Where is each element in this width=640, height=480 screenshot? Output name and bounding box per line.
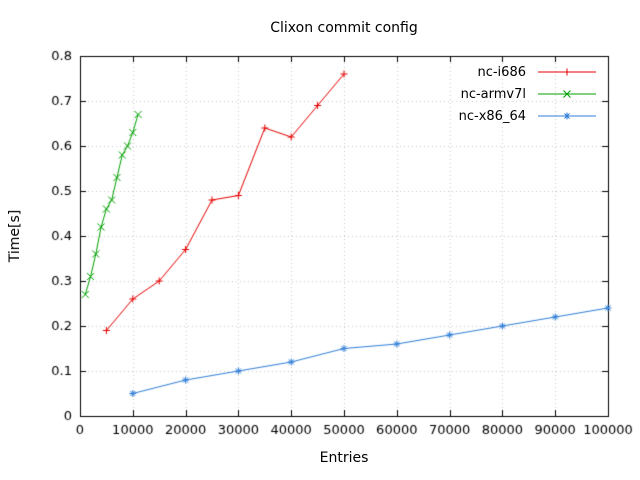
legend-item: nc-i686 xyxy=(459,61,598,83)
legend-line-sample-icon xyxy=(538,68,596,76)
legend-label: nc-armv7l xyxy=(460,86,526,102)
x-axis-label: Entries xyxy=(319,450,369,466)
legend-line-sample-icon xyxy=(538,112,596,120)
legend-label: nc-i686 xyxy=(477,64,526,80)
y-axis-label: Time[s] xyxy=(7,209,23,263)
legend: nc-i686 nc-armv7l nc-x86_64 xyxy=(459,61,598,127)
legend-item: nc-x86_64 xyxy=(459,105,598,127)
legend-line-sample-icon xyxy=(538,90,596,98)
chart-title: Clixon commit config xyxy=(270,20,418,36)
legend-item: nc-armv7l xyxy=(459,83,598,105)
legend-label: nc-x86_64 xyxy=(458,108,526,124)
